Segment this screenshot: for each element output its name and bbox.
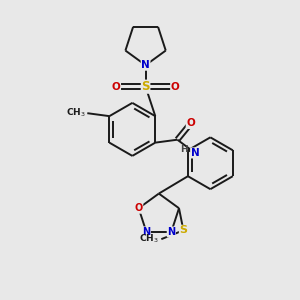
Text: O: O (171, 82, 179, 92)
Text: N: N (141, 60, 150, 70)
Text: S: S (179, 225, 188, 235)
Text: N: N (191, 148, 200, 158)
Text: O: O (186, 118, 195, 128)
Text: N: N (142, 227, 150, 237)
Text: O: O (112, 82, 121, 92)
Text: CH$_3$: CH$_3$ (66, 107, 86, 119)
Text: CH$_3$: CH$_3$ (139, 233, 158, 245)
Text: O: O (134, 203, 143, 213)
Text: S: S (141, 80, 150, 93)
Text: N: N (167, 227, 176, 237)
Text: H: H (180, 145, 188, 154)
